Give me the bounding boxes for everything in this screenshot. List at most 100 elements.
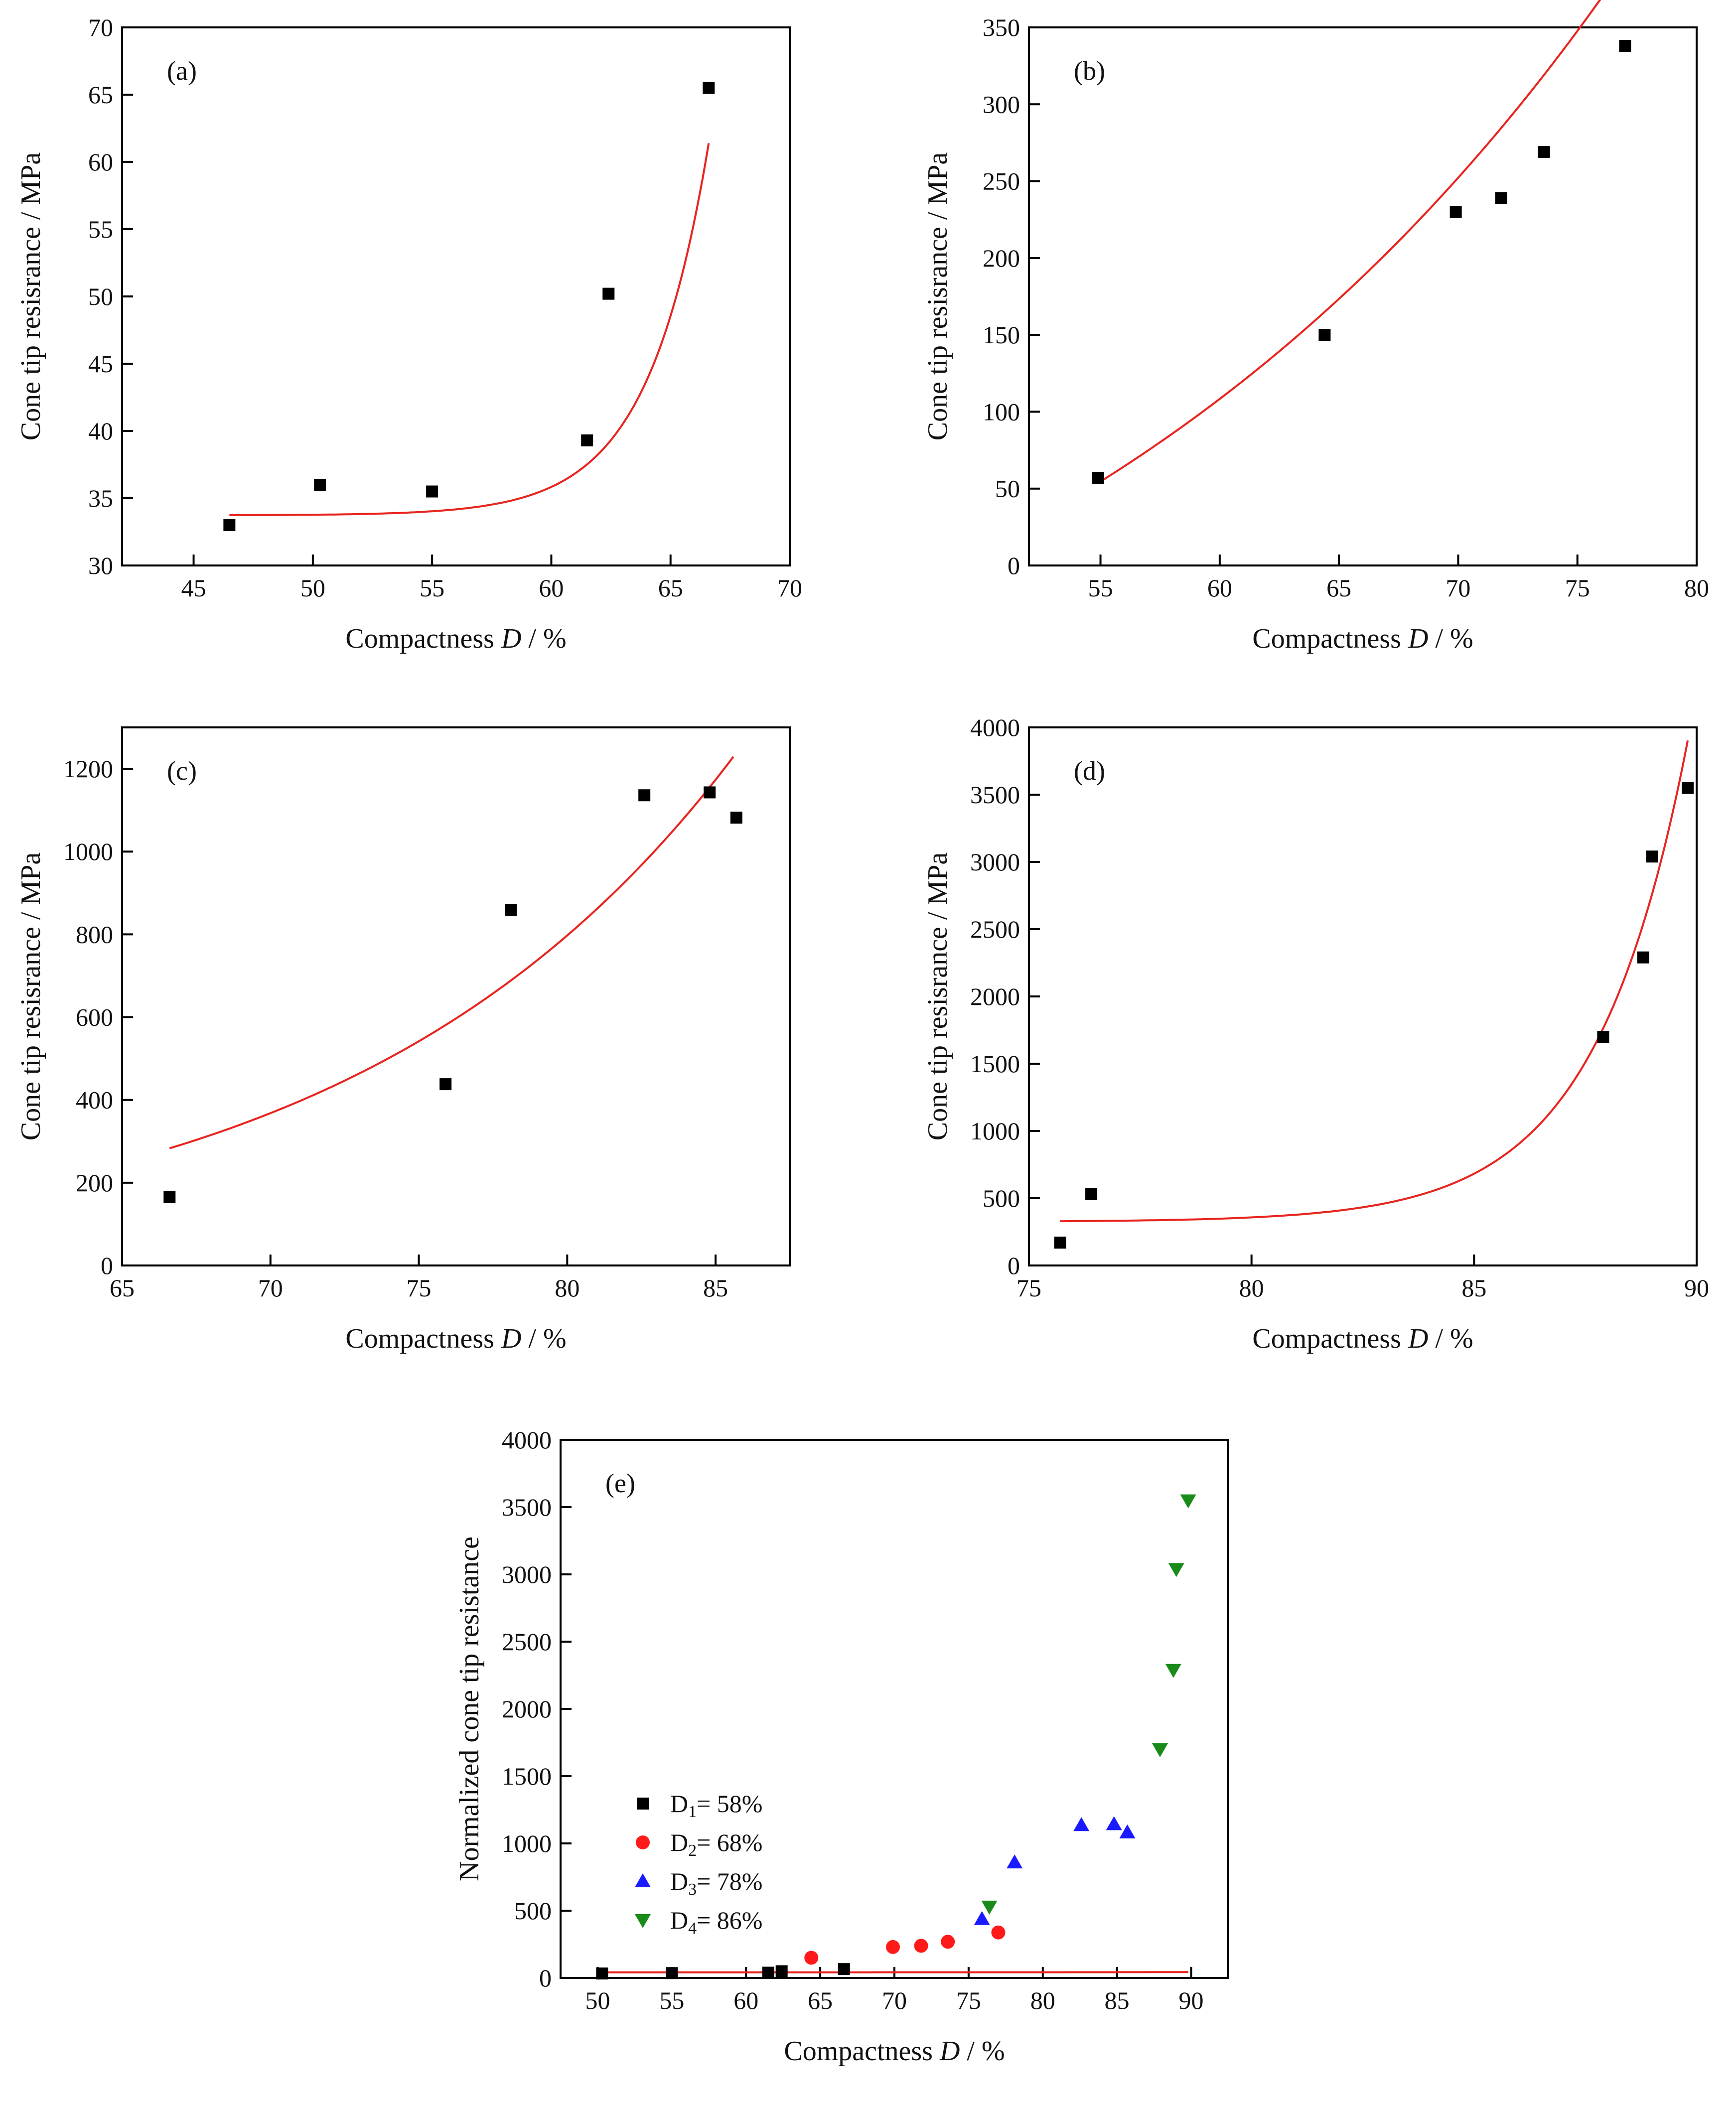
x-tick-label: 55 <box>659 1986 684 2014</box>
legend-label: D1= 58% <box>670 1790 762 1821</box>
y-tick-label: 400 <box>76 1086 113 1114</box>
x-tick-label: 70 <box>882 1986 907 2014</box>
data-point <box>941 1935 955 1949</box>
x-tick-label: 85 <box>1105 1986 1130 2014</box>
data-point <box>581 434 593 446</box>
x-tick-label: 80 <box>1684 574 1709 602</box>
x-tick-label: 45 <box>181 574 206 602</box>
data-point <box>1682 782 1694 794</box>
data-point <box>775 1965 788 1977</box>
data-point <box>886 1940 900 1954</box>
plot-frame <box>1028 26 1698 566</box>
x-tick-label: 50 <box>300 574 325 602</box>
y-tick-label: 200 <box>76 1169 113 1197</box>
x-tick-label: 55 <box>1088 574 1113 602</box>
y-tick-label: 500 <box>514 1897 552 1925</box>
y-tick-label: 200 <box>983 244 1020 272</box>
data-point <box>804 1951 819 1965</box>
y-tick-label: 3000 <box>970 848 1020 876</box>
legend-label: D2= 68% <box>670 1828 762 1860</box>
fit-curve <box>229 143 710 516</box>
legend-marker <box>635 1873 651 1887</box>
y-axis-label: Cone tip resisrance / MPa <box>922 152 953 441</box>
x-axis-label: Compactness D / % <box>345 1323 566 1354</box>
data-point <box>163 1191 176 1203</box>
y-tick-label: 2500 <box>502 1628 552 1656</box>
x-tick-label: 50 <box>585 1986 610 2014</box>
y-tick-label: 0 <box>1008 552 1020 579</box>
data-point <box>505 904 517 916</box>
y-tick-label: 60 <box>88 148 113 176</box>
data-point <box>1073 1817 1090 1831</box>
y-axis-label: Cone tip resisrance / MPa <box>15 852 46 1141</box>
x-tick-label: 75 <box>1016 1274 1041 1302</box>
data-point <box>914 1939 928 1953</box>
y-tick-label: 50 <box>88 282 113 310</box>
y-tick-label: 45 <box>88 350 113 378</box>
y-tick-label: 30 <box>88 552 113 579</box>
data-point <box>666 1967 678 1979</box>
data-point <box>1637 951 1649 964</box>
y-tick-label: 600 <box>76 1003 113 1031</box>
data-point <box>638 789 651 802</box>
plot-frame <box>560 1439 1229 1979</box>
legend-label: D3= 78% <box>670 1867 762 1899</box>
y-tick-label: 4000 <box>502 1426 552 1454</box>
data-point <box>1085 1188 1098 1200</box>
panel-e: 50 55 60 65 70 75 80 85 90 0 500 1000 1500 2000 2500 30… <box>454 1426 1229 2067</box>
panel-b: 55 60 65 70 75 80 0 50 100 150 200 250 300 350 Compact… <box>922 0 1709 654</box>
x-tick-label: 85 <box>1461 1274 1486 1302</box>
x-axis-label: Compactness D / % <box>784 2036 1005 2067</box>
data-point <box>1152 1743 1168 1757</box>
legend-label: D4= 86% <box>670 1906 762 1938</box>
y-tick-label: 3000 <box>502 1560 552 1588</box>
x-tick-label: 85 <box>703 1274 728 1302</box>
x-tick-label: 65 <box>808 1986 833 2014</box>
data-point <box>1168 1563 1184 1577</box>
y-tick-label: 800 <box>76 920 113 948</box>
data-point <box>1646 850 1658 863</box>
y-tick-label: 35 <box>88 484 113 512</box>
y-tick-label: 4000 <box>970 713 1020 741</box>
legend-marker <box>636 1835 650 1849</box>
data-point <box>602 287 615 300</box>
y-tick-label: 350 <box>983 13 1020 41</box>
y-tick-label: 1200 <box>63 755 113 783</box>
y-tick-label: 2000 <box>970 982 1020 1010</box>
data-point <box>1092 472 1104 484</box>
legend-marker <box>635 1914 651 1928</box>
data-point <box>1106 1816 1122 1830</box>
y-tick-label: 55 <box>88 215 113 243</box>
y-tick-label: 500 <box>983 1184 1020 1212</box>
data-point <box>1180 1494 1196 1509</box>
x-tick-label: 60 <box>539 574 564 602</box>
panel-label: (b) <box>1074 56 1105 86</box>
y-tick-label: 0 <box>101 1252 113 1279</box>
data-point <box>1007 1854 1023 1869</box>
y-tick-label: 3500 <box>970 781 1020 809</box>
x-tick-label: 60 <box>1207 574 1232 602</box>
y-tick-label: 300 <box>983 90 1020 118</box>
x-tick-label: 65 <box>1326 574 1351 602</box>
x-tick-label: 80 <box>1239 1274 1264 1302</box>
data-point <box>439 1078 452 1091</box>
panel-c: 65 70 75 80 85 0 200 400 600 800 1000 1200 Compactne… <box>15 726 791 1354</box>
y-tick-label: 3500 <box>502 1493 552 1521</box>
x-tick-label: 65 <box>110 1274 135 1302</box>
fit-curve <box>1060 740 1689 1223</box>
x-tick-label: 70 <box>258 1274 283 1302</box>
x-tick-label: 70 <box>1446 574 1470 602</box>
x-tick-label: 60 <box>733 1986 758 2014</box>
data-point <box>981 1900 998 1915</box>
y-tick-label: 100 <box>983 398 1020 425</box>
y-tick-label: 0 <box>539 1964 552 1992</box>
data-point <box>974 1911 990 1925</box>
plot-frame <box>121 726 791 1266</box>
data-point <box>1119 1824 1136 1838</box>
y-tick-label: 65 <box>88 81 113 109</box>
x-axis-label: Compactness D / % <box>1252 623 1473 654</box>
data-point <box>730 812 742 824</box>
y-tick-label: 0 <box>1008 1252 1020 1279</box>
y-tick-label: 1000 <box>502 1829 552 1857</box>
